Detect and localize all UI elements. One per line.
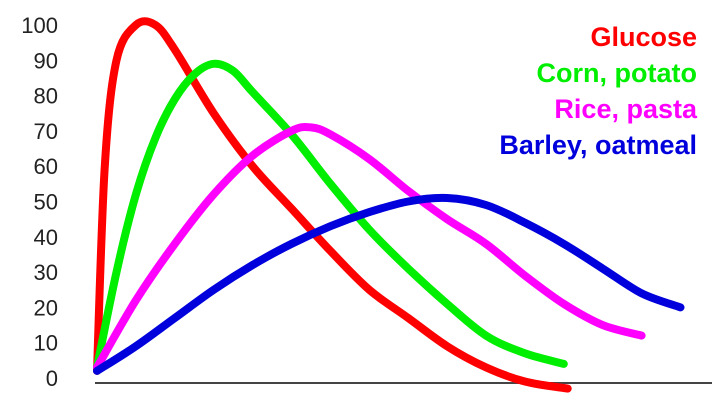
series-line-glucose (93, 17, 572, 393)
y-tick-label-0: 0 (46, 366, 58, 391)
series-line-barley-oatmeal (93, 193, 685, 375)
series-line-corn-potato (93, 59, 568, 372)
y-tick-label-70: 70 (34, 119, 58, 144)
legend-label-corn-potato: Corn, potato (537, 58, 697, 88)
y-tick-label-10: 10 (34, 331, 58, 356)
y-tick-label-100: 100 (21, 13, 58, 38)
y-axis-tick-labels: 0 10 20 30 40 50 60 70 80 90 100 (21, 13, 58, 391)
y-tick-label-50: 50 (34, 190, 58, 215)
y-tick-label-20: 20 (34, 295, 58, 320)
series-lines (93, 17, 685, 393)
legend: Glucose Corn, potato Rice, pasta Barley, oa… (499, 22, 698, 160)
y-tick-label-40: 40 (34, 225, 58, 250)
series-line-rice-pasta (93, 123, 646, 372)
legend-label-glucose: Glucose (590, 22, 697, 52)
legend-label-barley-oatmeal: Barley, oatmeal (499, 130, 697, 160)
y-tick-label-60: 60 (34, 154, 58, 179)
y-tick-label-80: 80 (34, 84, 58, 109)
legend-label-rice-pasta: Rice, pasta (554, 94, 698, 124)
y-tick-label-90: 90 (34, 48, 58, 73)
y-tick-label-30: 30 (34, 260, 58, 285)
